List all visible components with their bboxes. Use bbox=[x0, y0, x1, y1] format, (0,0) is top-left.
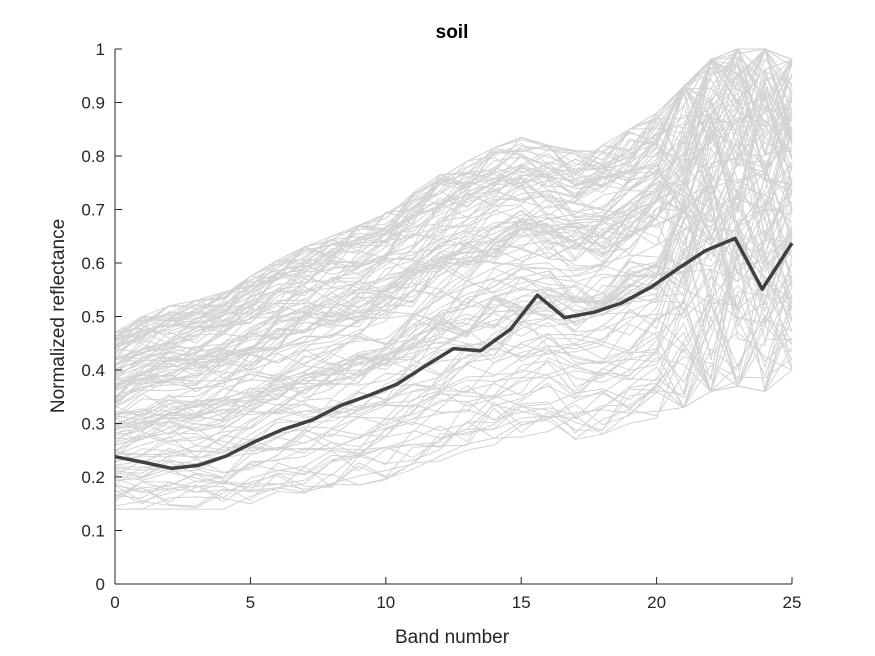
x-tick-label: 5 bbox=[246, 593, 255, 612]
y-tick-label: 0.5 bbox=[81, 308, 105, 327]
background-spectrum-line bbox=[114, 273, 793, 482]
background-spectrum-line bbox=[114, 106, 793, 360]
background-spectrum-line bbox=[114, 175, 793, 425]
x-tick-label: 20 bbox=[647, 593, 666, 612]
background-spectrum-line bbox=[114, 200, 793, 457]
background-spectrum-line bbox=[114, 59, 793, 347]
background-spectrum-line bbox=[114, 197, 793, 452]
background-spectrum-line bbox=[114, 48, 793, 370]
background-spectrum-line bbox=[114, 90, 793, 399]
background-spectrum-line bbox=[114, 275, 793, 507]
y-tick-label: 0.6 bbox=[81, 254, 105, 273]
background-spectrum-line bbox=[114, 64, 793, 368]
x-tick-label: 10 bbox=[376, 593, 395, 612]
mean-spectrum bbox=[114, 236, 794, 471]
background-spectrum-line bbox=[114, 125, 793, 388]
background-spectrum-line bbox=[114, 212, 793, 431]
y-tick-label: 0 bbox=[96, 575, 105, 594]
background-spectrum-line bbox=[114, 57, 793, 365]
background-spectrum-line bbox=[114, 220, 793, 462]
background-spectrum-line bbox=[114, 157, 793, 389]
background-spectrum-line bbox=[114, 188, 793, 436]
background-spectrum-line bbox=[114, 228, 793, 458]
mean-spectrum-line bbox=[114, 236, 794, 471]
background-spectrum-line bbox=[114, 161, 793, 415]
background-spectrum-line bbox=[114, 103, 793, 408]
background-spectrum-line bbox=[114, 58, 793, 377]
background-spectrum-line bbox=[114, 48, 793, 343]
background-spectrum-line bbox=[114, 253, 793, 473]
background-spectrum-line bbox=[114, 89, 793, 405]
y-tick-label: 0.3 bbox=[81, 415, 105, 434]
background-spectrum-line bbox=[114, 58, 793, 340]
background-spectrum-line bbox=[114, 198, 793, 434]
background-spectrum-line bbox=[114, 70, 793, 386]
background-spectrum-line bbox=[114, 91, 793, 386]
y-tick-label: 0.4 bbox=[81, 361, 105, 380]
y-axis-label: Normalized reflectance bbox=[48, 219, 69, 413]
background-spectrum-line bbox=[114, 90, 793, 366]
y-tick-label: 0.7 bbox=[81, 201, 105, 220]
background-spectrum-line bbox=[114, 172, 793, 405]
background-spectrum-line bbox=[114, 177, 793, 428]
y-tick-label: 1 bbox=[96, 40, 105, 59]
background-spectrum-line bbox=[114, 182, 793, 440]
background-spectrum-line bbox=[114, 286, 793, 499]
x-tick-label: 15 bbox=[512, 593, 531, 612]
background-spectrum-line bbox=[114, 201, 793, 452]
axes: 0 5 10 15 20 25 0 0.1 0.2 0.3 0.4 0.5 0.6 0.7 0.8 0.9 1 bbox=[81, 40, 801, 612]
background-spectrum-line bbox=[114, 356, 793, 503]
background-spectrum-line bbox=[115, 342, 793, 510]
x-tick-label: 0 bbox=[110, 593, 119, 612]
background-spectrum-line bbox=[114, 230, 793, 462]
background-spectrum-line bbox=[114, 152, 793, 427]
y-tick-label: 0.9 bbox=[81, 94, 105, 113]
y-tick-label: 0.8 bbox=[81, 147, 105, 166]
x-tick-label: 25 bbox=[783, 593, 802, 612]
x-axis-label: Band number bbox=[395, 627, 510, 648]
background-spectrum-line bbox=[114, 119, 793, 404]
y-tick-label: 0.2 bbox=[81, 468, 105, 487]
background-spectrum-line bbox=[114, 304, 793, 489]
background-spectrum-line bbox=[114, 48, 793, 354]
y-tick-label: 0.1 bbox=[81, 522, 105, 541]
background-spectrum-line bbox=[114, 48, 793, 342]
chart-title: soil bbox=[436, 22, 469, 43]
background-spectrum-line bbox=[114, 102, 793, 378]
background-spectrum-line bbox=[114, 48, 793, 354]
background-spectrum-line bbox=[114, 276, 793, 455]
background-spectrum-line bbox=[114, 158, 793, 439]
background-spectrum-line bbox=[114, 238, 793, 421]
background-spectrum-line bbox=[114, 316, 793, 503]
background-spectrum-line bbox=[114, 160, 793, 420]
background-spectrum-line bbox=[114, 117, 793, 391]
background-spectrum-line bbox=[114, 243, 793, 483]
background-spectrum-line bbox=[114, 188, 793, 433]
